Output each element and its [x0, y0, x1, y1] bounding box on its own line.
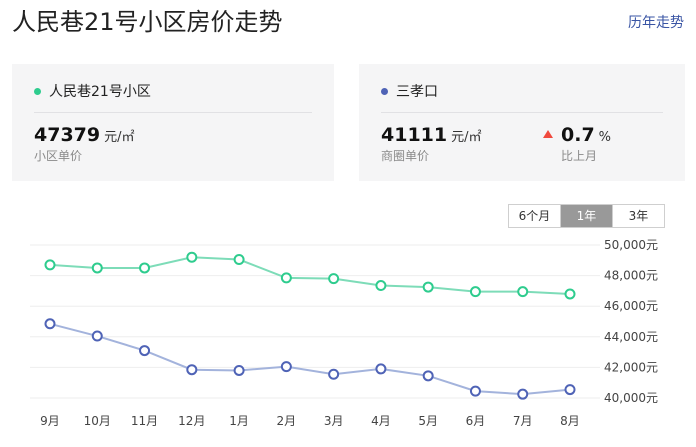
y-tick-label: 42,000元	[604, 360, 658, 374]
community-price: 47379 元/㎡ 小区单价	[34, 124, 135, 164]
x-tick-label: 1月	[229, 414, 249, 428]
community-data-point	[44, 259, 56, 271]
y-tick-label: 48,000元	[604, 269, 658, 283]
x-tick-label: 6月	[466, 414, 486, 428]
x-tick-label: 3月	[324, 414, 344, 428]
month-change-label: 比上月	[561, 149, 598, 163]
y-tick-label: 44,000元	[604, 330, 658, 344]
district-price-unit: 元/㎡	[451, 130, 482, 145]
community-data-point	[469, 286, 481, 298]
district-data-point	[375, 363, 387, 375]
x-tick-label: 5月	[418, 414, 438, 428]
district-data-point	[422, 370, 434, 382]
community-data-point	[139, 262, 151, 274]
community-data-point	[91, 262, 103, 274]
district-name: 三孝口	[396, 84, 438, 100]
community-price-card: 人民巷21号小区 47379 元/㎡ 小区单价	[12, 64, 334, 181]
district-data-point	[44, 318, 56, 330]
x-tick-label: 2月	[277, 414, 297, 428]
district-data-point	[280, 361, 292, 373]
card-divider	[381, 112, 663, 113]
community-data-point	[186, 251, 198, 263]
district-price-card: 三孝口 41111 元/㎡ 商圈单价 0.7% 比上月	[359, 64, 685, 181]
district-price: 41111 元/㎡ 商圈单价	[381, 124, 482, 164]
community-card-header: 人民巷21号小区	[34, 81, 151, 101]
x-tick-label: 7月	[513, 414, 533, 428]
community-data-point	[280, 272, 292, 284]
community-name: 人民巷21号小区	[49, 84, 151, 100]
month-change-value: 0.7	[561, 124, 595, 146]
x-tick-label: 11月	[131, 414, 158, 428]
community-data-point	[422, 281, 434, 293]
district-price-label: 商圈单价	[381, 149, 430, 163]
district-data-point	[139, 345, 151, 357]
x-tick-label: 4月	[371, 414, 391, 428]
history-trend-link[interactable]: 历年走势	[628, 15, 684, 31]
community-price-label: 小区单价	[34, 149, 83, 163]
y-tick-label: 40,000元	[604, 391, 658, 405]
x-tick-label: 10月	[84, 414, 111, 428]
community-data-point	[375, 280, 387, 292]
community-data-point	[233, 254, 245, 266]
y-tick-label: 46,000元	[604, 299, 658, 313]
x-tick-label: 8月	[560, 414, 580, 428]
district-legend-dot	[381, 87, 388, 95]
tab-1-year[interactable]: 1年	[561, 205, 613, 227]
district-data-point	[328, 368, 340, 380]
district-data-point	[564, 384, 576, 396]
tab-3-years[interactable]: 3年	[613, 205, 664, 227]
community-data-point	[564, 288, 576, 300]
community-data-point	[328, 273, 340, 285]
district-data-point	[517, 388, 529, 400]
page-title: 人民巷21号小区房价走势	[12, 8, 283, 36]
card-divider	[34, 112, 312, 113]
district-card-header: 三孝口	[381, 81, 438, 101]
month-change: 0.7% 比上月	[543, 124, 611, 164]
district-data-point	[469, 385, 481, 397]
community-series-line	[49, 256, 571, 295]
x-tick-label: 9月	[40, 414, 60, 428]
community-price-value: 47379	[34, 124, 101, 146]
up-arrow-icon	[543, 130, 553, 138]
tab-6-months[interactable]: 6个月	[509, 205, 561, 227]
time-range-tabs: 6个月 1年 3年	[508, 204, 665, 228]
y-tick-label: 50,000元	[604, 238, 658, 252]
district-price-value: 41111	[381, 124, 448, 146]
x-tick-label: 12月	[178, 414, 205, 428]
district-series-line	[49, 322, 571, 396]
district-data-point	[186, 364, 198, 376]
district-data-point	[91, 330, 103, 342]
community-legend-dot	[34, 87, 41, 95]
month-change-unit: %	[598, 130, 612, 145]
community-data-point	[517, 286, 529, 298]
district-data-point	[233, 364, 245, 376]
community-price-unit: 元/㎡	[104, 130, 135, 145]
